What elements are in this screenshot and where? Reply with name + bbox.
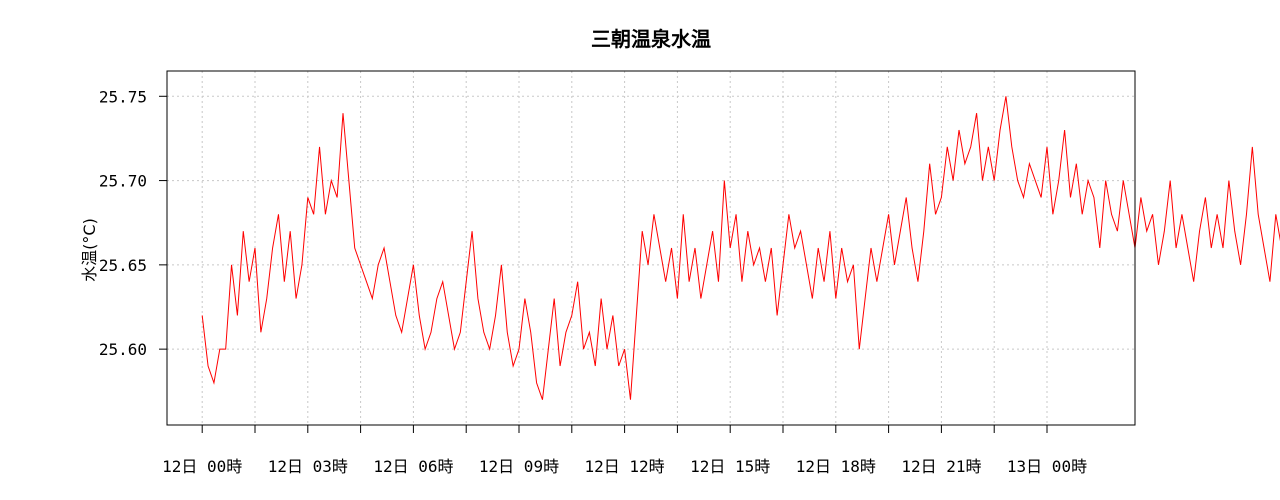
x-tick-label: 12日 00時 (162, 457, 242, 476)
y-tick-label: 25.65 (99, 256, 147, 275)
series-line-layer (201, 96, 1280, 400)
chart-title: 三朝温泉水温 (591, 27, 711, 51)
grid (167, 71, 1135, 425)
y-tick-label: 25.60 (99, 340, 147, 359)
x-axis: 12日 00時 12日 03時 12日 06時 12日 09時 12日 12時 12日 1… (162, 425, 1087, 476)
y-axis-label: 水温(°C) (80, 218, 99, 282)
x-tick-label: 12日 03時 (268, 457, 348, 476)
x-tick-label: 12日 15時 (690, 457, 770, 476)
x-tick-label: 12日 09時 (479, 457, 559, 476)
x-tick-label: 12日 21時 (901, 457, 981, 476)
y-tick-label: 25.70 (99, 172, 147, 191)
x-tick-label: 12日 06時 (373, 457, 453, 476)
y-axis: 25.60 25.65 25.70 25.75 (99, 87, 167, 359)
plot-frame (166, 70, 1136, 426)
x-tick-label: 12日 18時 (796, 457, 876, 476)
series-line-water-temperature (201, 96, 1280, 400)
y-tick-label: 25.75 (99, 87, 147, 106)
x-tick-label: 12日 12時 (585, 457, 665, 476)
x-tick-label: 13日 00時 (1007, 457, 1087, 476)
